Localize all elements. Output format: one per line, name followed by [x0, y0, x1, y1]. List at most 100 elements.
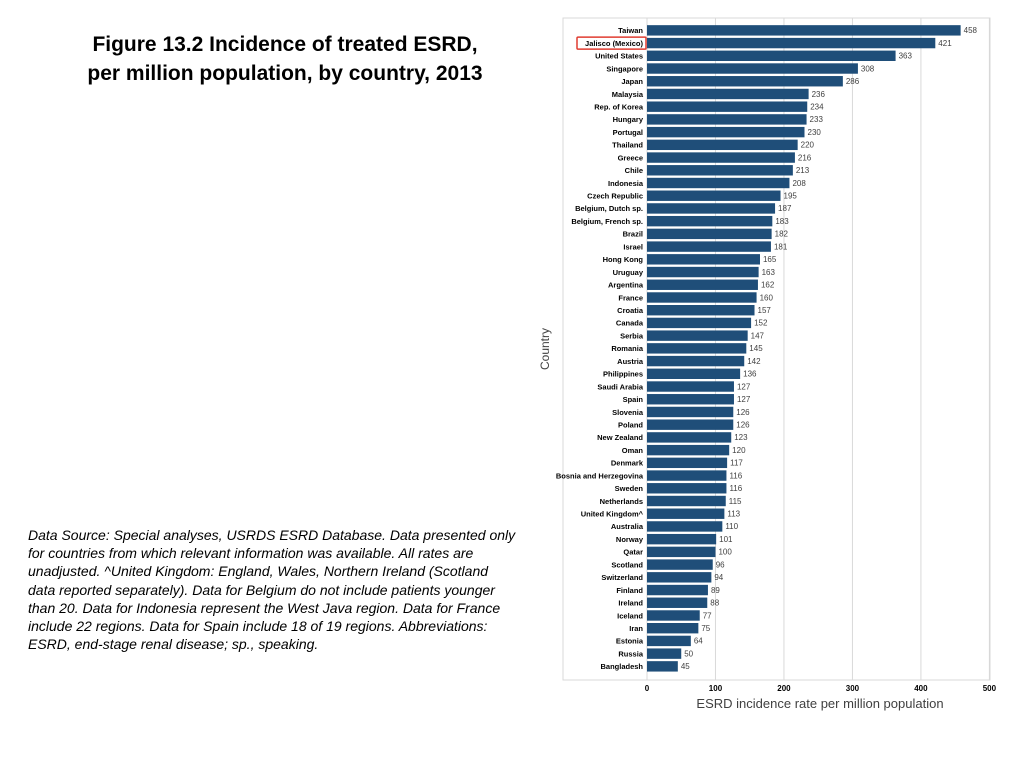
- bar: [647, 470, 727, 481]
- bar: [647, 63, 858, 74]
- bar: [647, 406, 734, 418]
- value-label: 220: [801, 141, 815, 150]
- bar: [647, 76, 843, 87]
- bar: [647, 457, 728, 469]
- category-label: Bosnia and Herzegovina: [556, 471, 644, 480]
- title-line-2: per million population, by country, 2013: [87, 62, 483, 85]
- category-label: Hong Kong: [603, 255, 644, 264]
- bar: [647, 432, 732, 443]
- category-label: Iceland: [617, 611, 643, 620]
- category-label: Bangladesh: [600, 662, 643, 671]
- value-label: 96: [716, 560, 725, 569]
- bar: [647, 152, 795, 163]
- bar: [647, 203, 776, 214]
- bar: [647, 228, 772, 240]
- value-label: 213: [796, 166, 810, 175]
- value-label: 101: [719, 535, 733, 544]
- bar: [647, 215, 773, 227]
- bar: [647, 50, 896, 61]
- category-label: Japan: [621, 77, 643, 86]
- category-label: Hungary: [613, 115, 644, 124]
- value-label: 187: [778, 204, 792, 213]
- bar: [647, 126, 805, 138]
- value-label: 145: [749, 344, 763, 353]
- value-label: 100: [718, 548, 732, 557]
- value-label: 308: [861, 64, 875, 73]
- category-label: Russia: [618, 649, 643, 658]
- value-label: 126: [736, 420, 750, 429]
- value-label: 421: [938, 39, 952, 48]
- bar: [647, 305, 755, 316]
- bar: [647, 37, 936, 49]
- category-label: Taiwan: [618, 26, 643, 35]
- category-label: Romania: [611, 344, 644, 353]
- category-label: Netherlands: [600, 497, 643, 506]
- bar: [647, 381, 734, 392]
- bar: [647, 533, 717, 545]
- value-label: 89: [711, 586, 720, 595]
- x-axis-title: ESRD incidence rate per million populati…: [696, 696, 943, 711]
- category-label: Australia: [611, 522, 644, 531]
- category-label: Canada: [616, 319, 644, 328]
- bar: [647, 546, 716, 558]
- bar: [647, 25, 961, 36]
- bar: [647, 279, 758, 290]
- category-label: Sweden: [615, 484, 644, 493]
- value-label: 77: [703, 611, 712, 620]
- category-label: Slovenia: [612, 408, 644, 417]
- category-label: Saudi Arabia: [597, 382, 643, 391]
- value-label: 113: [727, 510, 740, 519]
- value-label: 152: [754, 319, 768, 328]
- value-label: 127: [737, 382, 751, 391]
- x-tick-label: 300: [846, 684, 860, 693]
- bar: [647, 648, 682, 659]
- category-label: Philippines: [603, 370, 643, 379]
- value-label: 183: [775, 217, 789, 226]
- category-label: Iran: [629, 624, 643, 633]
- bar: [647, 355, 745, 367]
- category-label: Denmark: [611, 459, 644, 468]
- bar: [647, 661, 678, 672]
- bar: [647, 368, 741, 379]
- value-label: 117: [730, 459, 743, 468]
- value-label: 94: [714, 573, 723, 582]
- bar: [647, 190, 781, 201]
- bar: [647, 241, 771, 252]
- category-label: United States: [595, 52, 643, 61]
- bar: [647, 139, 798, 151]
- x-tick-label: 200: [777, 684, 791, 693]
- value-label: 110: [725, 522, 738, 531]
- x-tick-label: 0: [645, 684, 650, 693]
- category-label: France: [618, 293, 643, 302]
- value-label: 120: [732, 446, 746, 455]
- value-label: 165: [763, 255, 777, 264]
- value-label: 195: [784, 192, 798, 201]
- value-label: 208: [792, 179, 806, 188]
- slide-title: Figure 13.2 Incidence of treated ESRD, p…: [40, 30, 530, 88]
- category-label: Spain: [623, 395, 644, 404]
- bar: [647, 394, 734, 405]
- bar: [647, 266, 759, 278]
- bar: [647, 584, 708, 596]
- bar: [647, 177, 790, 189]
- category-label: Croatia: [617, 306, 644, 315]
- value-label: 126: [736, 408, 750, 417]
- category-label: Scotland: [611, 560, 643, 569]
- bar: [647, 521, 723, 532]
- bar: [647, 623, 699, 634]
- category-label: New Zealand: [597, 433, 643, 442]
- value-label: 75: [701, 624, 710, 633]
- data-source-note: Data Source: Special analyses, USRDS ESR…: [28, 527, 516, 653]
- category-label: Uruguay: [613, 268, 644, 277]
- value-label: 116: [729, 471, 742, 480]
- value-label: 234: [810, 102, 824, 111]
- value-label: 182: [775, 230, 789, 239]
- value-label: 123: [734, 433, 748, 442]
- value-label: 216: [798, 153, 812, 162]
- category-label: Chile: [625, 166, 643, 175]
- x-tick-label: 400: [914, 684, 928, 693]
- value-label: 88: [710, 599, 719, 608]
- value-label: 286: [846, 77, 860, 86]
- category-label: Finland: [616, 586, 643, 595]
